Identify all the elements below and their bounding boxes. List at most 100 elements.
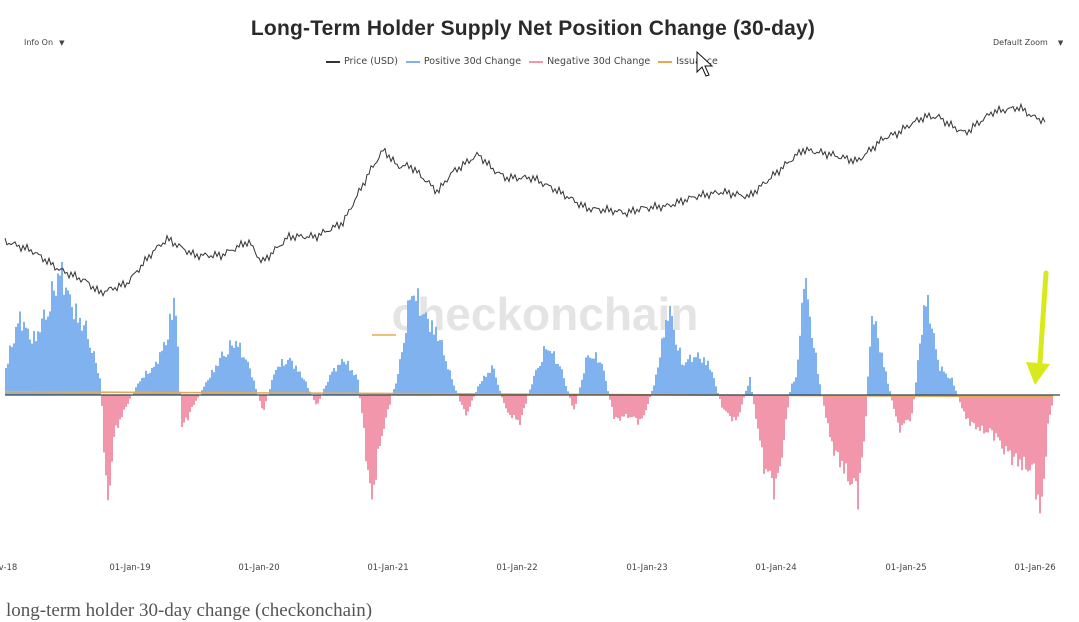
positive-bar [341, 359, 343, 395]
positive-bar [9, 345, 11, 395]
negative-bar [865, 395, 867, 417]
positive-bar [305, 381, 307, 395]
positive-bar [875, 321, 877, 395]
negative-bar [857, 395, 859, 510]
negative-bar [123, 395, 125, 410]
positive-bar [541, 361, 543, 395]
positive-bar [249, 368, 251, 395]
negative-bar [315, 395, 317, 405]
negative-bar [615, 395, 617, 418]
positive-bar [493, 368, 495, 395]
negative-bar [779, 395, 781, 467]
negative-bar [831, 395, 833, 442]
negative-bar [1043, 395, 1045, 479]
zoom-select[interactable]: Default Zoom ▼ [993, 38, 1063, 47]
negative-bar [897, 395, 899, 423]
positive-bar [95, 362, 97, 395]
positive-bar [33, 331, 35, 395]
negative-bar [863, 395, 865, 442]
positive-bar [489, 372, 491, 395]
positive-bar [331, 371, 333, 395]
positive-bar [35, 341, 37, 395]
negative-bar [611, 395, 613, 407]
positive-bar [869, 346, 871, 395]
negative-bar [1045, 395, 1047, 457]
negative-bar [1021, 395, 1023, 471]
positive-bar [587, 355, 589, 395]
negative-bar [1015, 395, 1017, 454]
negative-bar [313, 395, 315, 401]
positive-bar [213, 372, 215, 395]
negative-bar [639, 395, 641, 420]
positive-bar [49, 311, 51, 395]
positive-bar [581, 379, 583, 395]
positive-bar [883, 367, 885, 395]
negative-bar [103, 395, 105, 453]
positive-bar [285, 364, 287, 395]
info-toggle[interactable]: Info On ▼ [24, 38, 64, 47]
positive-bar [395, 383, 397, 395]
negative-bar [977, 395, 979, 428]
legend-item-negative[interactable]: Negative 30d Change [529, 56, 650, 67]
positive-bar [157, 363, 159, 395]
positive-bar [939, 370, 941, 395]
positive-bar [887, 383, 889, 395]
positive-bar [275, 370, 277, 395]
negative-bar [379, 395, 381, 446]
positive-bar [443, 355, 445, 395]
negative-bar [767, 395, 769, 472]
negative-bar [771, 395, 773, 479]
negative-bar [617, 395, 619, 419]
negative-bar [265, 395, 267, 402]
negative-bar [1009, 395, 1011, 451]
positive-bar [815, 352, 817, 395]
positive-bar [439, 339, 441, 395]
positive-bar [805, 278, 807, 395]
positive-bar [703, 357, 705, 395]
negative-bar [501, 395, 503, 398]
positive-bar [791, 383, 793, 395]
positive-bar [675, 344, 677, 395]
negative-bar [983, 395, 985, 434]
positive-bar [337, 364, 339, 395]
negative-bar [719, 395, 721, 399]
positive-bar [789, 392, 791, 395]
negative-bar [111, 395, 113, 462]
positive-bar [217, 365, 219, 395]
negative-bar [981, 395, 983, 426]
positive-bar [447, 369, 449, 395]
legend-item-positive[interactable]: Positive 30d Change [405, 56, 521, 67]
positive-bar [819, 384, 821, 395]
positive-bar [807, 299, 809, 395]
positive-bar [657, 367, 659, 395]
negative-bar [109, 395, 111, 486]
positive-bar [441, 340, 443, 395]
positive-bar [147, 373, 149, 395]
negative-bar [859, 395, 861, 473]
negative-bar [505, 395, 507, 409]
negative-bar [383, 395, 385, 429]
positive-bar [747, 385, 749, 395]
positive-bar [809, 316, 811, 395]
positive-bar [603, 370, 605, 395]
chevron-down-icon: ▼ [59, 39, 65, 47]
negative-bar [967, 395, 969, 419]
negative-bar [895, 395, 897, 417]
negative-bar [1013, 395, 1015, 457]
positive-bar [245, 359, 247, 395]
positive-bar [81, 330, 83, 395]
chart-title: Long-Term Holder Supply Net Position Cha… [250, 17, 816, 40]
negative-bar [993, 395, 995, 441]
positive-bar [533, 375, 535, 395]
negative-bar [645, 395, 647, 411]
negative-bar [783, 395, 785, 441]
negative-bar [185, 395, 187, 418]
negative-bar [1011, 395, 1013, 466]
legend-item-price[interactable]: Price (USD) [326, 56, 398, 67]
negative-bar [907, 395, 909, 420]
positive-bar [955, 390, 957, 395]
positive-bar [953, 385, 955, 395]
positive-bar [175, 315, 177, 395]
positive-bar [303, 379, 305, 395]
positive-bar [39, 332, 41, 395]
